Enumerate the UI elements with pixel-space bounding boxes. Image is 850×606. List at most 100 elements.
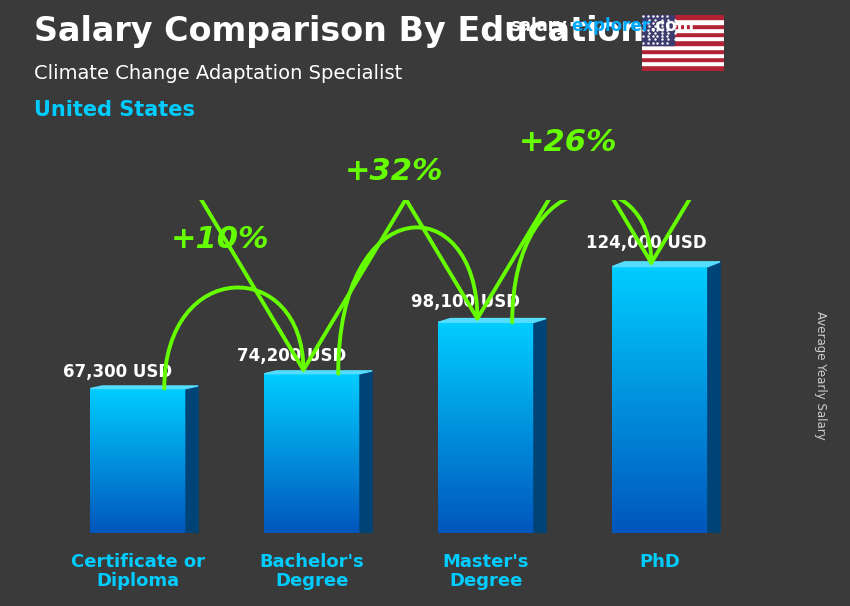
- Text: Bachelor's: Bachelor's: [260, 553, 365, 571]
- Bar: [439, 340, 534, 344]
- Bar: [90, 485, 186, 487]
- Text: Degree: Degree: [275, 571, 348, 590]
- Bar: [612, 373, 708, 378]
- Bar: [264, 382, 360, 384]
- Bar: [264, 478, 360, 480]
- Bar: [439, 470, 534, 473]
- FancyArrowPatch shape: [502, 13, 802, 322]
- Bar: [612, 387, 708, 391]
- Bar: [264, 422, 360, 424]
- Text: .com: .com: [649, 17, 694, 35]
- Bar: [264, 384, 360, 387]
- Bar: [90, 388, 186, 391]
- Bar: [439, 371, 534, 375]
- Bar: [439, 393, 534, 396]
- Polygon shape: [612, 262, 720, 267]
- Bar: [264, 459, 360, 462]
- Bar: [264, 464, 360, 467]
- Bar: [264, 424, 360, 427]
- Bar: [439, 382, 534, 385]
- Bar: [612, 413, 708, 418]
- Polygon shape: [534, 319, 546, 533]
- Bar: [612, 524, 708, 529]
- Text: 74,200 USD: 74,200 USD: [236, 347, 346, 365]
- Polygon shape: [642, 15, 674, 44]
- Bar: [612, 320, 708, 324]
- Polygon shape: [264, 371, 372, 374]
- Bar: [439, 516, 534, 519]
- Bar: [90, 482, 186, 485]
- Bar: [439, 449, 534, 453]
- Bar: [612, 298, 708, 302]
- Bar: [264, 392, 360, 395]
- Bar: [264, 514, 360, 518]
- Bar: [264, 531, 360, 533]
- Bar: [264, 474, 360, 478]
- Bar: [439, 350, 534, 354]
- Bar: [439, 459, 534, 463]
- Bar: [90, 494, 186, 497]
- Bar: [439, 365, 534, 368]
- Text: 124,000 USD: 124,000 USD: [586, 234, 706, 252]
- Bar: [612, 396, 708, 400]
- Bar: [90, 507, 186, 509]
- Bar: [439, 523, 534, 526]
- Bar: [439, 379, 534, 382]
- Bar: [264, 374, 360, 376]
- Bar: [612, 476, 708, 480]
- Bar: [439, 505, 534, 508]
- Bar: [264, 443, 360, 445]
- Bar: [264, 403, 360, 405]
- Bar: [264, 390, 360, 392]
- Bar: [264, 427, 360, 430]
- Bar: [612, 302, 708, 307]
- Bar: [264, 518, 360, 520]
- Bar: [612, 458, 708, 462]
- Bar: [612, 338, 708, 342]
- Bar: [264, 430, 360, 432]
- Bar: [264, 491, 360, 493]
- Bar: [90, 499, 186, 502]
- Bar: [90, 410, 186, 413]
- Bar: [90, 396, 186, 398]
- Bar: [439, 498, 534, 502]
- Bar: [612, 342, 708, 347]
- FancyArrowPatch shape: [154, 120, 453, 388]
- Bar: [439, 358, 534, 361]
- Bar: [90, 427, 186, 430]
- Bar: [439, 530, 534, 533]
- Bar: [612, 333, 708, 338]
- Bar: [612, 431, 708, 436]
- Bar: [612, 284, 708, 289]
- Bar: [90, 468, 186, 471]
- Bar: [90, 430, 186, 432]
- Bar: [612, 498, 708, 502]
- Text: +32%: +32%: [344, 157, 443, 185]
- Text: PhD: PhD: [639, 553, 681, 571]
- Bar: [612, 462, 708, 467]
- Bar: [612, 276, 708, 280]
- Bar: [612, 400, 708, 404]
- Bar: [439, 421, 534, 424]
- Bar: [439, 467, 534, 470]
- Bar: [612, 364, 708, 369]
- Bar: [439, 368, 534, 371]
- Bar: [90, 413, 186, 415]
- Bar: [264, 432, 360, 435]
- Bar: [90, 464, 186, 466]
- Bar: [264, 493, 360, 496]
- Bar: [264, 416, 360, 419]
- Bar: [90, 435, 186, 437]
- Bar: [439, 435, 534, 438]
- Bar: [90, 519, 186, 521]
- Bar: [612, 360, 708, 364]
- Bar: [612, 502, 708, 507]
- Bar: [439, 389, 534, 393]
- Bar: [90, 408, 186, 410]
- Bar: [264, 376, 360, 379]
- Polygon shape: [360, 371, 372, 533]
- Bar: [264, 470, 360, 472]
- Text: +26%: +26%: [518, 128, 617, 156]
- Bar: [264, 485, 360, 488]
- Bar: [439, 456, 534, 459]
